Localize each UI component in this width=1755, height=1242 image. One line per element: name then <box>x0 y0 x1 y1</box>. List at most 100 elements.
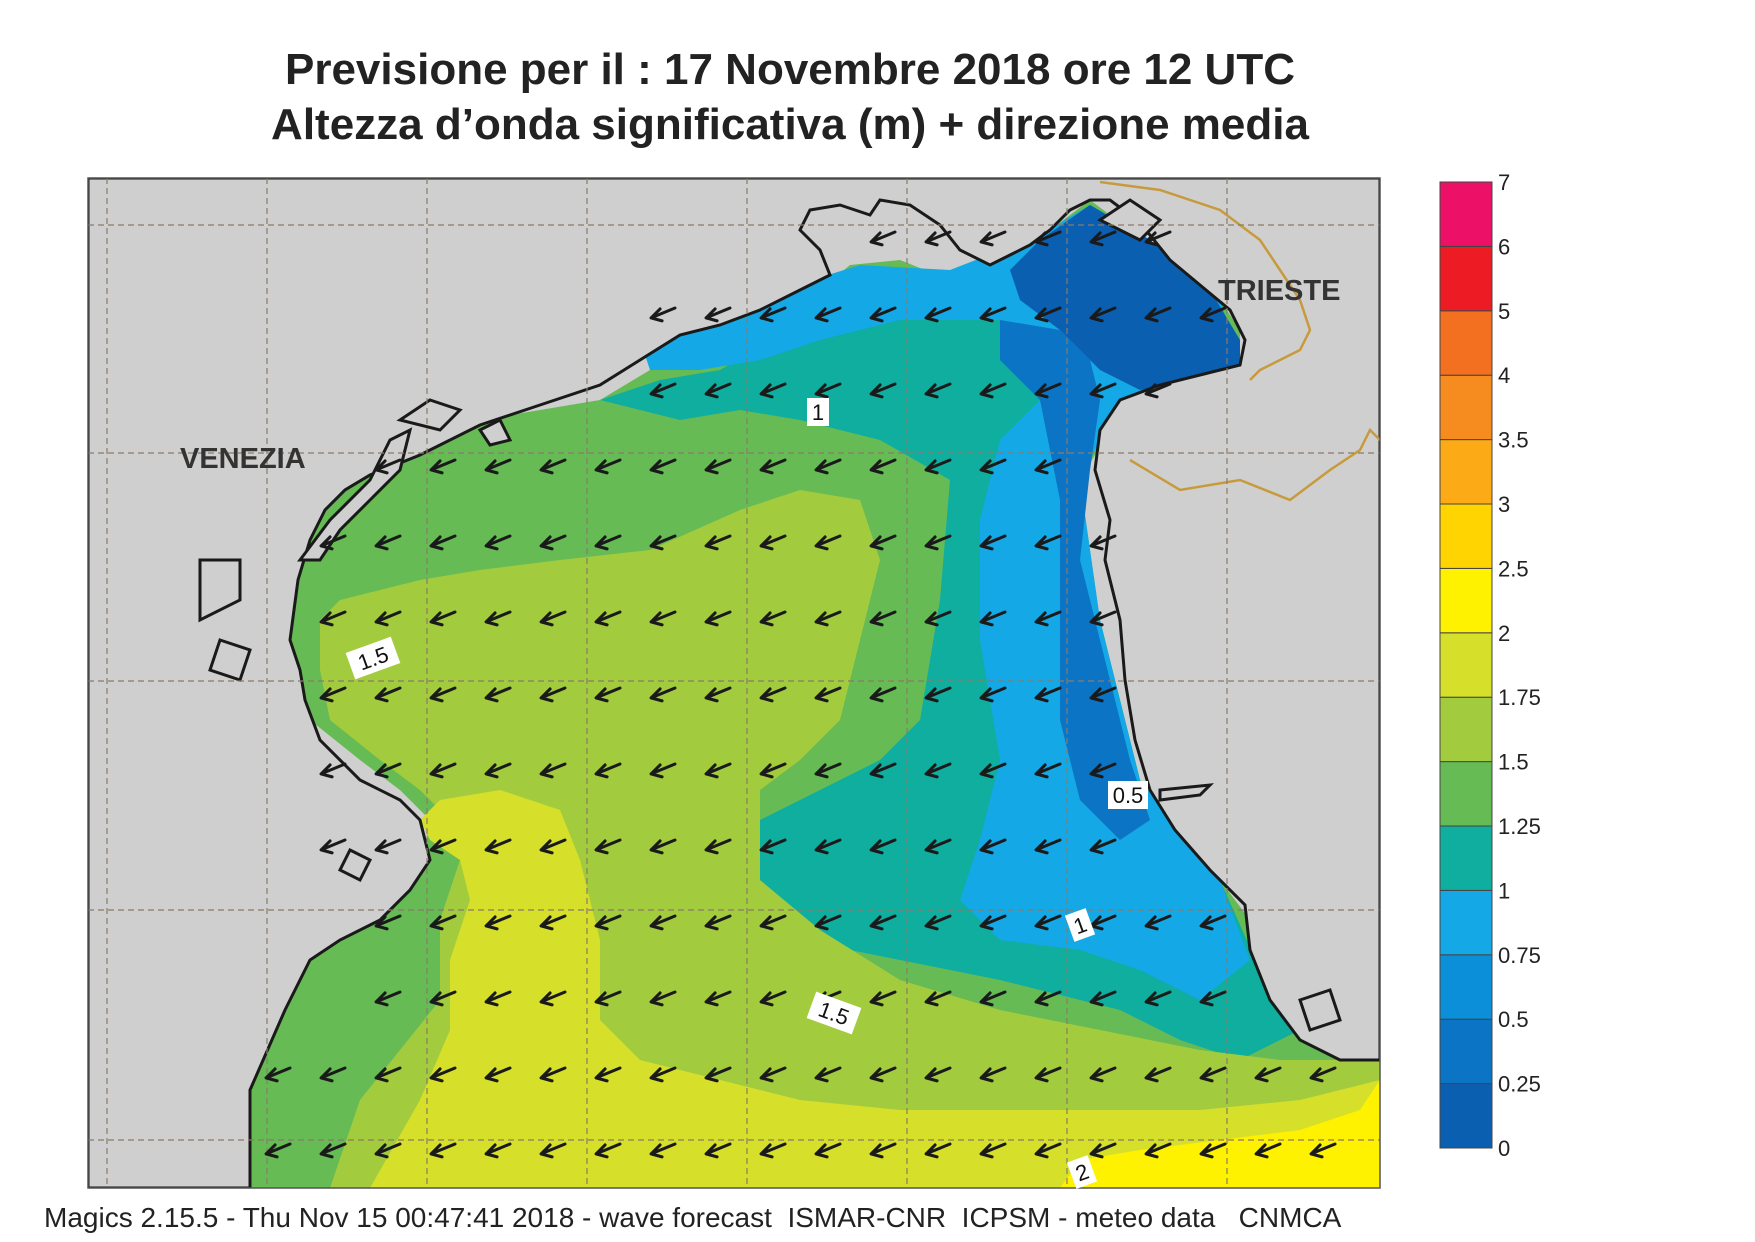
wave-direction-arrow <box>1034 990 1062 1007</box>
wave-direction-arrow <box>374 458 402 475</box>
wave-direction-arrow <box>319 838 347 855</box>
wave-direction-arrow <box>979 458 1007 475</box>
wave-direction-arrow <box>539 1066 567 1083</box>
wave-direction-arrow <box>1089 610 1117 627</box>
wave-direction-arrow <box>594 610 622 627</box>
wave-direction-arrow <box>759 382 787 399</box>
wave-direction-arrow <box>869 1142 897 1159</box>
wave-direction-arrow <box>924 534 952 551</box>
wave-direction-arrow <box>1089 990 1117 1007</box>
legend-tick-label: 6 <box>1498 234 1510 259</box>
legend-swatch <box>1439 889 1493 956</box>
wave-direction-arrow <box>924 1142 952 1159</box>
city-label-trieste: TRIESTE <box>1218 275 1340 307</box>
wave-direction-arrow <box>374 914 402 931</box>
wave-direction-arrow <box>1089 306 1117 323</box>
wave-direction-arrow <box>1089 838 1117 855</box>
wave-direction-arrow <box>594 1142 622 1159</box>
legend-tick-label: 2 <box>1498 621 1510 646</box>
wave-direction-arrow <box>979 1142 1007 1159</box>
wave-direction-arrow <box>594 914 622 931</box>
legend-swatch <box>1439 632 1493 698</box>
wave-direction-arrow <box>1034 914 1062 931</box>
wave-direction-arrow <box>814 534 842 551</box>
city-label-venezia: VENEZIA <box>180 443 306 475</box>
legend-tick-label: 1 <box>1498 878 1510 903</box>
wave-direction-arrow <box>484 1142 512 1159</box>
legend-tick-label: 4 <box>1498 363 1510 388</box>
wave-direction-arrow <box>1034 458 1062 475</box>
wave-direction-arrow <box>1254 1142 1282 1159</box>
wave-direction-arrow <box>759 990 787 1007</box>
wave-direction-arrow <box>594 838 622 855</box>
legend-tick-label: 1.25 <box>1498 814 1541 839</box>
wave-direction-arrow <box>814 458 842 475</box>
legend-swatch <box>1439 761 1493 827</box>
wave-direction-arrow <box>649 914 677 931</box>
wave-direction-arrow <box>979 990 1007 1007</box>
wave-direction-arrow <box>704 458 732 475</box>
wave-direction-arrow <box>924 914 952 931</box>
wave-direction-arrow <box>649 686 677 703</box>
wave-direction-arrow <box>869 990 897 1007</box>
wave-direction-arrow <box>1199 990 1227 1007</box>
wave-direction-arrow <box>1144 230 1172 247</box>
wave-direction-arrow <box>759 458 787 475</box>
wave-direction-arrow <box>1089 762 1117 779</box>
title-line-2: Altezza d’onda significativa (m) + direz… <box>271 100 1309 149</box>
wave-direction-arrow <box>704 1066 732 1083</box>
legend-swatch <box>1439 310 1493 376</box>
wave-direction-arrow <box>704 1142 732 1159</box>
wave-direction-arrow <box>704 382 732 399</box>
wave-direction-arrow <box>484 762 512 779</box>
wave-direction-arrow <box>1144 306 1172 323</box>
wave-direction-arrow <box>374 838 402 855</box>
wave-direction-arrow <box>759 1066 787 1083</box>
wave-direction-arrow <box>869 762 897 779</box>
legend-tick-label: 3 <box>1498 492 1510 517</box>
wave-direction-arrow <box>594 458 622 475</box>
wave-direction-arrow <box>1089 1142 1117 1159</box>
legend-swatch <box>1439 1018 1493 1085</box>
wave-direction-arrow <box>924 610 952 627</box>
wave-direction-arrow <box>869 686 897 703</box>
wave-direction-arrow <box>429 534 457 551</box>
wave-direction-arrow <box>539 914 567 931</box>
wave-direction-arrow <box>539 610 567 627</box>
wave-direction-arrow <box>704 838 732 855</box>
wave-direction-arrow <box>1034 762 1062 779</box>
wave-direction-arrow <box>539 686 567 703</box>
legend-swatch <box>1439 825 1493 891</box>
wave-direction-arrow <box>814 762 842 779</box>
wave-direction-arrow <box>869 458 897 475</box>
wave-direction-arrow <box>429 610 457 627</box>
wave-direction-arrow <box>1089 686 1117 703</box>
legend-swatch <box>1439 696 1493 763</box>
legend-swatch <box>1439 439 1493 505</box>
wave-direction-arrow <box>979 686 1007 703</box>
wave-direction-arrow <box>649 458 677 475</box>
footer-credits: Magics 2.15.5 - Thu Nov 15 00:47:41 2018… <box>44 1202 1342 1233</box>
wave-direction-arrow <box>429 1066 457 1083</box>
wave-direction-arrow <box>1309 1066 1337 1083</box>
legend-tick-label: 2.5 <box>1498 556 1529 581</box>
wave-direction-arrow <box>594 1066 622 1083</box>
wave-direction-arrow <box>869 230 897 247</box>
wave-direction-arrow <box>759 762 787 779</box>
legend-tick-label: 0 <box>1498 1136 1510 1161</box>
wave-direction-arrow <box>1199 1142 1227 1159</box>
wave-direction-arrow <box>319 686 347 703</box>
wave-direction-arrow <box>979 838 1007 855</box>
wave-direction-arrow <box>759 914 787 931</box>
wave-direction-arrow <box>484 686 512 703</box>
wave-direction-arrow <box>1199 1066 1227 1083</box>
wave-direction-arrow <box>814 382 842 399</box>
wave-direction-arrow <box>704 306 732 323</box>
wave-direction-arrow <box>1034 610 1062 627</box>
wave-direction-arrow <box>979 914 1007 931</box>
border-line <box>1099 180 1380 502</box>
wave-direction-arrow <box>374 762 402 779</box>
wave-direction-arrow <box>594 534 622 551</box>
wave-direction-arrow <box>539 1142 567 1159</box>
